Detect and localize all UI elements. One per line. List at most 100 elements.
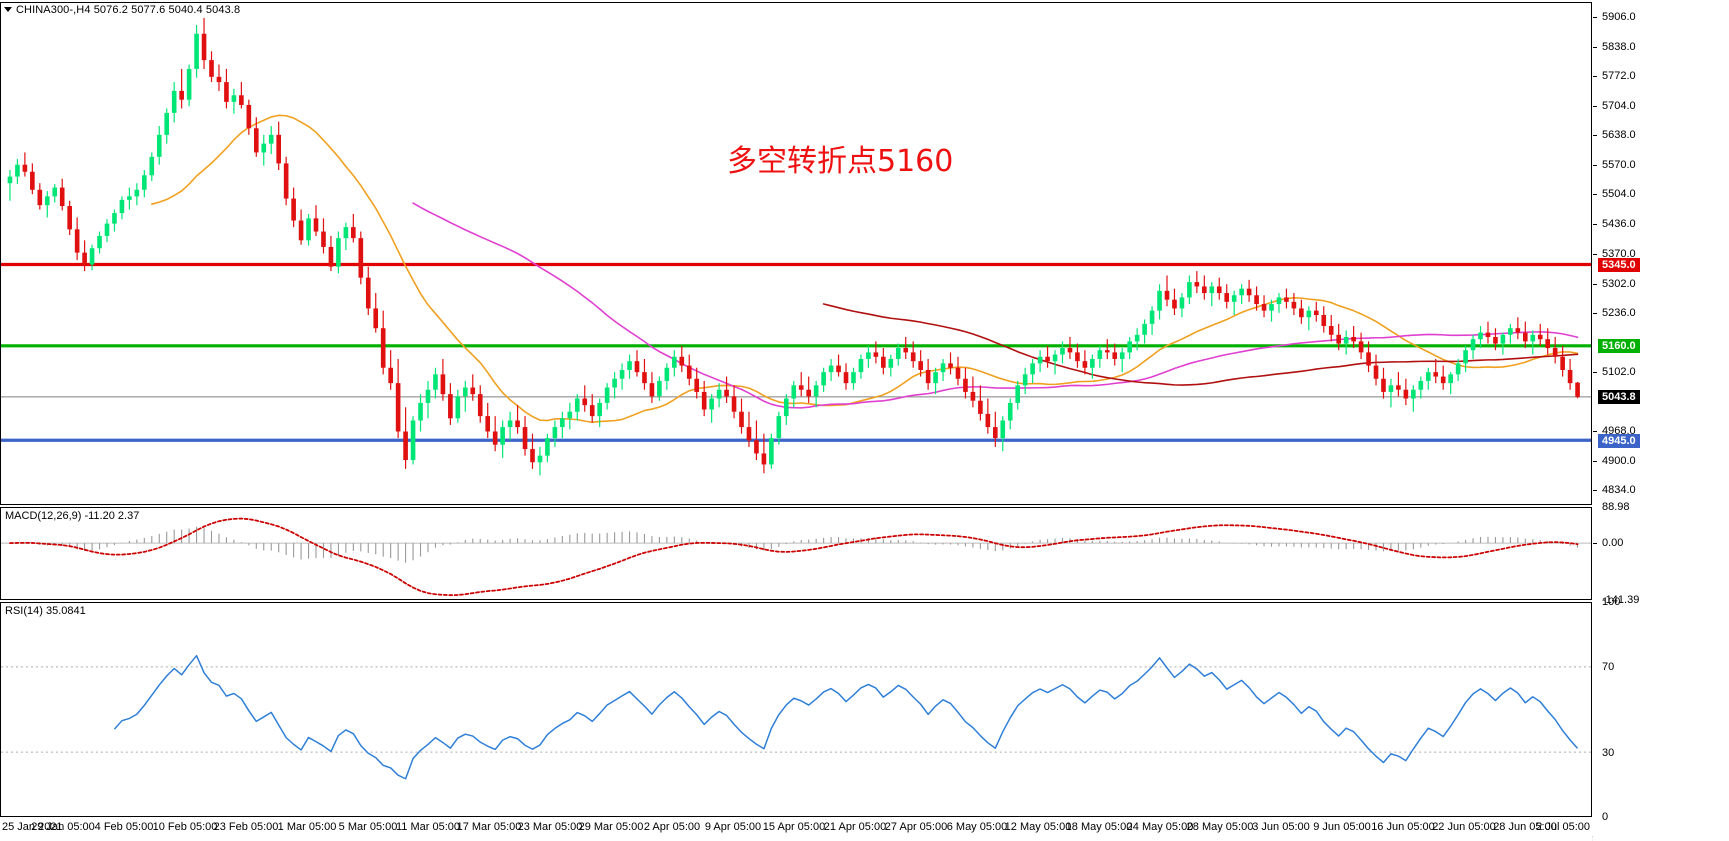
- candle: [791, 380, 797, 408]
- candle: [724, 376, 729, 403]
- candle: [978, 385, 983, 421]
- price-tick-label: 5236.0: [1593, 307, 1636, 319]
- macd-header: MACD(12,26,9) -11.20 2.37: [5, 510, 140, 522]
- candle: [686, 354, 692, 386]
- candle: [343, 222, 349, 250]
- candle: [1478, 326, 1483, 348]
- candle: [843, 363, 849, 390]
- rsi-tick-label: 100: [1602, 596, 1621, 608]
- candle: [1015, 380, 1021, 410]
- candle: [910, 341, 916, 368]
- candle: [1545, 328, 1551, 355]
- macd-plot[interactable]: [1, 508, 1591, 599]
- candle: [1358, 332, 1364, 359]
- time-tick-label: 28 Jun 05:00: [1493, 821, 1557, 833]
- candle: [112, 209, 117, 232]
- candle: [1254, 286, 1259, 311]
- candle: [1306, 306, 1312, 331]
- candle: [336, 231, 341, 274]
- candle: [1470, 334, 1476, 359]
- candle: [209, 51, 214, 83]
- candle: [1515, 317, 1521, 340]
- price-scale-axis[interactable]: 5906.0 5838.0 5772.0 5704.0 5638.0 5570.0 5504…: [1593, 0, 1729, 841]
- candle: [358, 231, 364, 285]
- candle: [455, 389, 461, 423]
- resistance-price-tag[interactable]: 5345.0: [1598, 257, 1640, 272]
- price-plot[interactable]: [1, 3, 1591, 504]
- caret-down-icon[interactable]: [4, 7, 12, 12]
- candle: [1007, 398, 1013, 430]
- candle: [1552, 337, 1558, 364]
- candle: [776, 411, 782, 445]
- candle: [156, 126, 162, 165]
- time-tick-label: 4 Feb 05:00: [94, 821, 154, 833]
- candle: [1075, 343, 1080, 368]
- candle: [1403, 378, 1409, 406]
- candle: [761, 433, 767, 474]
- candle: [955, 356, 961, 386]
- price-chart-panel[interactable]: [0, 2, 1592, 505]
- candle: [306, 213, 311, 246]
- candle: [1396, 372, 1401, 397]
- time-tick-label: 27 Apr 05:00: [884, 821, 948, 833]
- candle: [507, 411, 513, 441]
- candle: [1149, 306, 1155, 335]
- candle: [1291, 293, 1297, 316]
- candle: [37, 183, 43, 210]
- candle: [380, 310, 386, 375]
- candle: [1373, 354, 1379, 386]
- time-axis[interactable]: 25 Jan 2021 29 Jan 05:00 4 Feb 05:00 10 Feb…: [0, 819, 1592, 841]
- time-tick-label: 9 Jun 05:00: [1313, 821, 1371, 833]
- time-tick-label: 1 Mar 05:00: [277, 821, 337, 833]
- candle: [963, 367, 968, 399]
- symbol-header-text: CHINA300-,H4 5076.2 5077.6 5040.4 5043.8: [16, 4, 241, 16]
- macd-panel[interactable]: MACD(12,26,9) -11.20 2.37: [0, 507, 1592, 600]
- last-price-tag[interactable]: 5043.8: [1598, 390, 1640, 405]
- candle: [806, 376, 812, 403]
- rsi-tick-label: 0: [1602, 811, 1609, 823]
- candle: [1104, 339, 1110, 359]
- rsi-panel[interactable]: RSI(14) 35.0841: [0, 602, 1592, 817]
- candle: [298, 209, 304, 245]
- candle: [1537, 323, 1543, 346]
- candle: [1500, 332, 1506, 355]
- candle: [515, 405, 520, 434]
- candle: [701, 380, 707, 417]
- candle: [1433, 358, 1439, 384]
- candle: [253, 117, 259, 157]
- candle: [1119, 347, 1125, 373]
- candle: [895, 343, 901, 366]
- candle: [179, 68, 184, 109]
- candle: [1037, 350, 1043, 373]
- candle: [1567, 358, 1573, 390]
- candle: [627, 354, 632, 379]
- candle: [171, 82, 177, 123]
- support-price-tag[interactable]: 4945.0: [1598, 434, 1640, 449]
- candle: [1336, 323, 1342, 351]
- time-tick-label: 25 Jan 2021: [2, 821, 63, 833]
- candle: [328, 235, 334, 272]
- candle: [246, 99, 252, 135]
- rsi-tick-label: 70: [1602, 660, 1615, 673]
- pivot-price-tag[interactable]: 5160.0: [1598, 339, 1640, 354]
- candle: [231, 88, 237, 114]
- time-tick-label: 10 Feb 05:00: [152, 821, 218, 833]
- candle: [769, 433, 774, 469]
- candle: [448, 383, 453, 425]
- rsi-plot[interactable]: [1, 603, 1591, 816]
- time-tick-label: 17 Mar 05:00: [456, 821, 522, 833]
- candle: [276, 121, 282, 171]
- price-tick-label: 5370.0: [1593, 248, 1636, 260]
- candle: [440, 358, 446, 401]
- candle: [664, 363, 670, 390]
- time-tick-label: 2 Apr 05:00: [643, 821, 701, 833]
- candle: [1343, 330, 1349, 355]
- price-tick-label: 5772.0: [1593, 70, 1636, 82]
- price-tick-label: 5302.0: [1593, 278, 1636, 290]
- chart-annotation-text: 多空转折点5160: [727, 144, 954, 179]
- candle: [821, 367, 826, 392]
- candle: [1508, 323, 1513, 344]
- candle: [940, 358, 946, 381]
- candle: [574, 394, 580, 421]
- candle: [462, 380, 468, 412]
